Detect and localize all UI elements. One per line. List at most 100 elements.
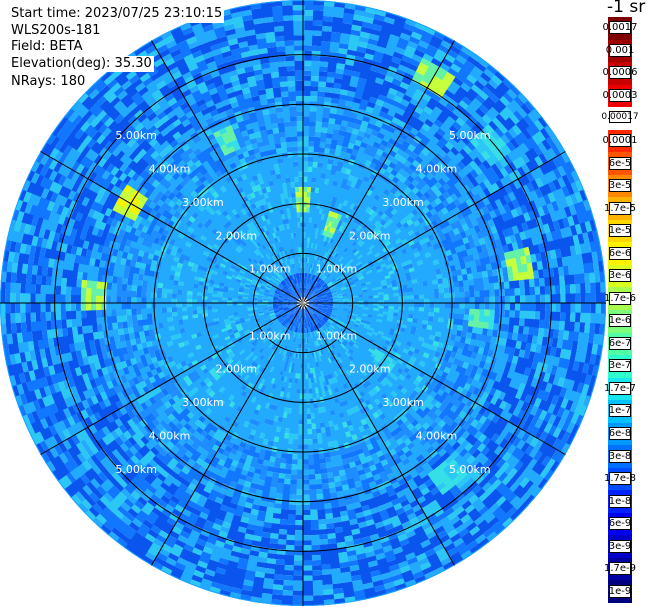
backscatter-cell	[358, 36, 371, 44]
backscatter-cell	[335, 220, 344, 231]
backscatter-cell	[423, 362, 444, 378]
backscatter-cell	[514, 310, 520, 320]
backscatter-cell	[322, 284, 328, 289]
backscatter-cell	[450, 220, 463, 231]
backscatter-cell	[306, 289, 319, 300]
backscatter-cell	[314, 228, 320, 239]
backscatter-cell	[307, 278, 311, 284]
backscatter-cell	[471, 121, 486, 136]
backscatter-cell	[322, 269, 327, 275]
backscatter-cell	[465, 115, 480, 130]
backscatter-cell	[310, 96, 319, 102]
backscatter-cell	[320, 41, 332, 57]
backscatter-cell	[524, 100, 537, 113]
backscatter-cell	[506, 266, 514, 276]
backscatter-cell	[315, 256, 326, 276]
backscatter-cell	[315, 106, 325, 123]
backscatter-cell	[305, 262, 308, 273]
backscatter-cell	[577, 332, 590, 345]
backscatter-cell	[372, 331, 378, 337]
backscatter-cell	[318, 304, 324, 306]
backscatter-cell	[542, 372, 551, 384]
backscatter-cell	[308, 484, 316, 490]
backscatter-cell	[372, 315, 388, 322]
backscatter-cell	[326, 281, 332, 286]
backscatter-cell	[388, 87, 399, 96]
backscatter-cell	[569, 350, 577, 363]
backscatter-cell	[374, 252, 381, 258]
backscatter-cell	[306, 197, 311, 208]
backscatter-cell	[456, 347, 464, 356]
backscatter-cell	[535, 294, 541, 305]
backscatter-cell	[334, 318, 340, 323]
backscatter-cell	[318, 246, 326, 261]
backscatter-cell	[561, 253, 584, 268]
backscatter-cell	[367, 101, 377, 109]
backscatter-cell	[554, 285, 561, 296]
backscatter-cell	[312, 305, 318, 308]
backscatter-cell	[355, 320, 361, 324]
backscatter-cell	[509, 295, 516, 305]
backscatter-cell	[352, 248, 358, 255]
backscatter-cell	[572, 360, 580, 373]
backscatter-cell	[401, 320, 423, 329]
backscatter-cell	[533, 407, 543, 420]
backscatter-cell	[402, 94, 414, 103]
backscatter-cell	[355, 178, 375, 208]
backscatter-cell	[546, 403, 556, 416]
backscatter-cell	[547, 192, 557, 204]
backscatter-cell	[356, 272, 363, 277]
backscatter-cell	[460, 46, 474, 57]
backscatter-cell	[318, 76, 328, 83]
backscatter-cell	[459, 262, 467, 271]
backscatter-cell	[309, 106, 318, 112]
backscatter-cell	[373, 260, 379, 266]
backscatter-cell	[535, 303, 546, 313]
backscatter-cell	[473, 284, 485, 292]
backscatter-cell	[340, 120, 350, 127]
backscatter-cell	[331, 279, 337, 284]
backscatter-cell	[397, 183, 409, 195]
backscatter-cell	[322, 307, 333, 312]
backscatter-cell	[450, 265, 457, 273]
backscatter-cell	[308, 301, 313, 303]
backscatter-cell	[450, 233, 463, 244]
backscatter-cell	[479, 290, 490, 298]
backscatter-cell	[537, 327, 545, 338]
backscatter-cell	[421, 324, 428, 330]
backscatter-cell	[353, 223, 360, 230]
backscatter-cell	[468, 314, 475, 322]
backscatter-cell	[329, 316, 335, 320]
backscatter-cell	[392, 356, 400, 363]
backscatter-cell	[304, 293, 307, 299]
backscatter-cell	[356, 219, 363, 226]
backscatter-cell	[307, 464, 315, 470]
backscatter-cell	[303, 65, 313, 71]
backscatter-cell	[504, 310, 510, 319]
backscatter-cell	[549, 320, 560, 332]
backscatter-cell	[324, 148, 331, 154]
backscatter-cell	[525, 413, 535, 426]
backscatter-cell	[484, 341, 491, 351]
backscatter-cell	[345, 126, 354, 134]
backscatter-cell	[307, 192, 319, 258]
backscatter-cell	[334, 252, 339, 259]
backscatter-cell	[542, 328, 550, 339]
backscatter-cell	[316, 277, 321, 283]
backscatter-cell	[549, 346, 557, 358]
backscatter-cell	[464, 297, 470, 304]
backscatter-cell	[346, 239, 356, 250]
backscatter-cell	[306, 192, 312, 198]
backscatter-cell	[330, 315, 368, 335]
backscatter-cell	[350, 316, 357, 321]
backscatter-cell	[420, 57, 433, 68]
backscatter-cell	[331, 229, 339, 240]
backscatter-cell	[308, 146, 315, 152]
backscatter-cell	[529, 436, 540, 449]
backscatter-cell	[323, 286, 329, 290]
backscatter-cell	[315, 488, 324, 495]
backscatter-cell	[453, 286, 460, 294]
backscatter-cell	[319, 56, 331, 63]
backscatter-cell	[412, 227, 438, 245]
backscatter-cell	[525, 376, 534, 388]
